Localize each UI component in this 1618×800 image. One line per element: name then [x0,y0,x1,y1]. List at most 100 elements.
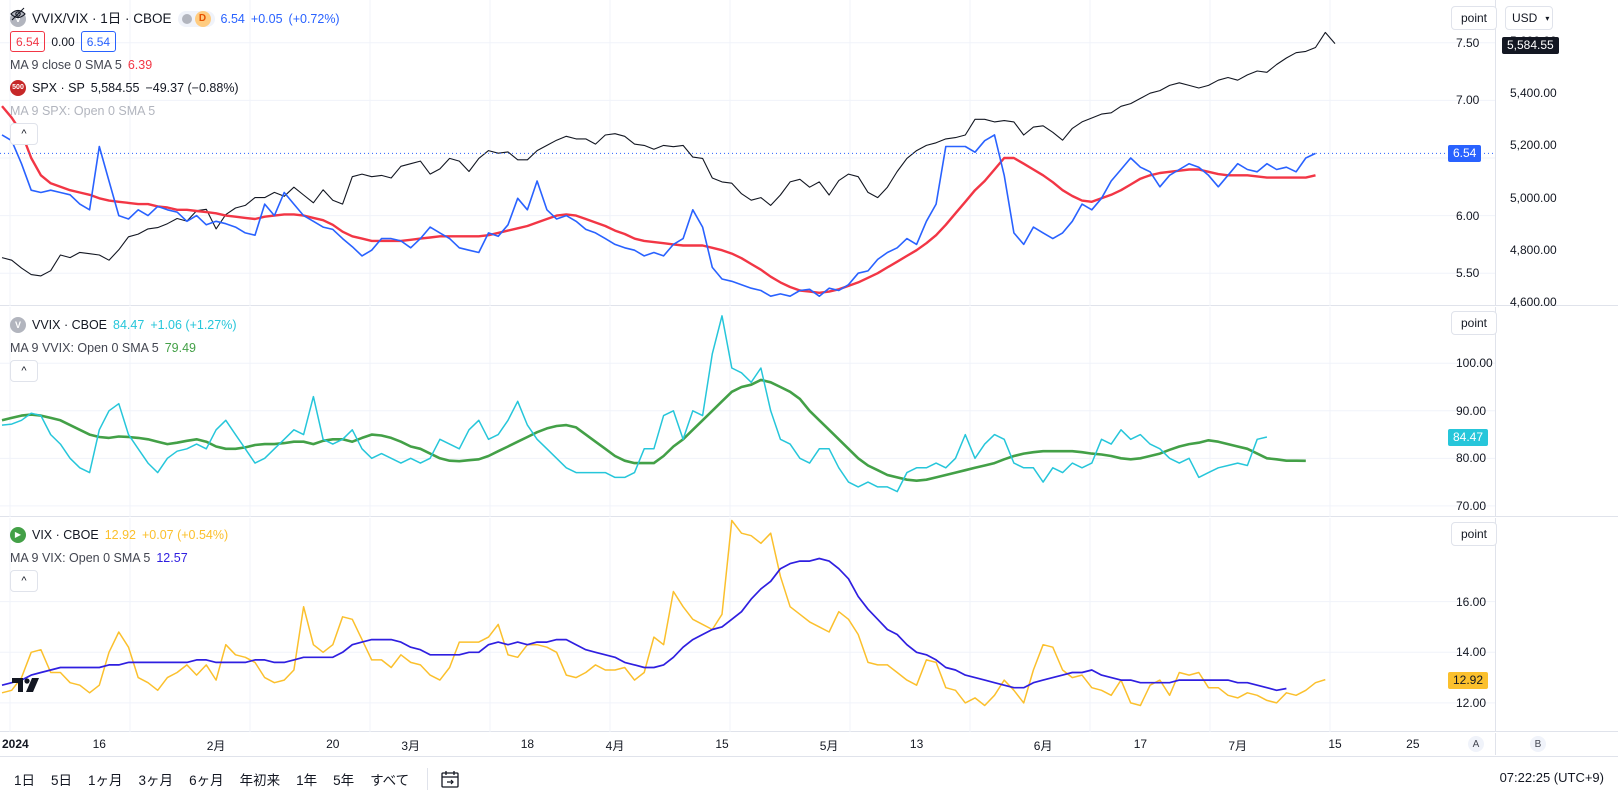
range-button[interactable]: 6ヶ月 [189,772,224,788]
point-button-pane2[interactable]: point [1451,311,1497,335]
scale-tick: 5.50 [1456,266,1480,281]
range-button[interactable]: 年初来 [239,772,281,788]
range-button[interactable]: 1年 [296,772,318,788]
pane-vix[interactable]: ▶ VIX · CBOE 12.92 +0.07 (+0.54%) MA 9 V… [0,518,1495,732]
scale-tick: 16.00 [1456,594,1487,609]
vix-label[interactable]: VIX · CBOE [32,527,99,542]
time-axis[interactable]: 2024 16 2月 20 3月 18 4月 15 5月 13 6月 17 7月 15 25 [0,733,1495,755]
interval-badge: D [194,10,211,27]
range-button[interactable]: 5年 [333,772,355,788]
scale-tick: 12.00 [1456,695,1487,710]
spx-value: 5,584.55 [90,80,140,95]
scale-tick: 80.00 [1456,451,1487,466]
scale-tick: 14.00 [1456,645,1487,660]
range-button[interactable]: 1日 [14,772,36,788]
pane-ratio[interactable]: V VVIX/VIX · 1日 · CBOE D 6.54 +0.05 (+0.… [0,0,1495,306]
scale-tick: 7.50 [1456,35,1480,50]
vvix-change: +1.06 (+1.27%) [150,317,237,332]
price-scale-pane2[interactable]: point 100.00 90.00 80.00 70.00 [1451,307,1618,517]
scale-tick-right: 5,200.00 [1510,138,1557,153]
ratio-last: 6.54 [220,11,245,26]
range-button[interactable]: 5日 [51,772,73,788]
vix-line[interactable] [1,519,1326,707]
ma-main-label[interactable]: MA 9 close 0 SMA 5 [10,57,122,72]
status-dot-icon [181,13,192,24]
spx-label[interactable]: SPX · SP [32,80,85,95]
price-scale-pane3[interactable]: point 16.00 14.00 12.00 [1451,518,1618,732]
time-tick-label: 4月 [605,739,625,753]
pane-vvix[interactable]: V VVIX · CBOE 84.47 +1.06 (+1.27%) MA 9 … [0,307,1495,517]
currency-button[interactable]: USD ▾ [1505,6,1553,30]
auto-scale-b-button[interactable]: B [1530,736,1546,752]
time-tick-label: 2月 [206,739,226,753]
symbol-icon: V [10,10,26,27]
range-button[interactable]: 1ヶ月 [88,772,123,788]
collapse-pane2-button[interactable]: ^ [10,359,38,382]
spx-change: −49.37 (−0.88%) [145,80,239,95]
scale-tick: 70.00 [1456,498,1487,513]
ma-vvix-value: 79.49 [164,340,196,355]
point-button-pane3[interactable]: point [1451,522,1497,546]
range-buttons: 1日 5日 1ヶ月 3ヶ月 6ヶ月 年初来 1年 5年 すべて [14,769,425,789]
ratio-change-pct: (+0.72%) [288,11,340,26]
time-tick-label: 2024 [2,737,29,751]
spx-line[interactable] [1,31,1336,277]
vvix-value: 84.47 [113,317,145,332]
vix-ma-line[interactable] [1,557,1287,692]
time-tick-label: 5月 [819,739,839,753]
auto-scale-a-button[interactable]: A [1468,736,1484,752]
vix-change: +0.07 (+0.54%) [141,527,229,542]
axis-corner: A B [1468,733,1618,755]
spx-price-label: 5,584.55 [1502,37,1559,55]
bid-box[interactable]: 6.54 [10,31,46,52]
ratio-line[interactable] [1,134,1316,298]
time-tick-label: 20 [326,737,340,751]
vvix-ma-line[interactable] [1,378,1306,482]
market-status-pill[interactable]: D [177,10,215,27]
time-tick-label: 17 [1133,737,1148,751]
time-tick-label: 18 [520,737,535,751]
time-tick-label: 13 [909,737,924,751]
toolbar-divider [427,767,429,790]
spx-icon: 500 [10,79,26,96]
currency-label: USD [1512,11,1538,25]
legend-vix: ▶ VIX · CBOE 12.92 +0.07 (+0.54%) MA 9 V… [10,523,228,592]
collapse-pane3-button[interactable]: ^ [10,569,38,592]
ma-vix-value: 12.57 [156,550,188,565]
chevron-down-icon: ▾ [1545,13,1550,23]
time-tick-label: 15 [715,737,729,751]
symbol-title[interactable]: VVIX/VIX · 1日 · CBOE [32,10,172,26]
clock-display[interactable]: 07:22:25 (UTC+9) [1499,770,1604,785]
vix-play-icon: ▶ [10,526,26,543]
ratio-change: +0.05 [250,11,283,26]
legend-main: V VVIX/VIX · 1日 · CBOE D 6.54 +0.05 (+0.… [10,7,340,145]
vix-value: 12.92 [104,527,136,542]
range-button[interactable]: 3ヶ月 [138,772,174,788]
scale-tick-right: 4,600.00 [1510,295,1557,309]
scale-tick-right: 5,400.00 [1510,86,1557,101]
calendar-goto-icon[interactable] [440,769,460,789]
time-tick-label: 6月 [1033,739,1053,753]
vix-chart-svg[interactable] [0,518,1495,732]
scale-tick: 100.00 [1456,356,1493,371]
vvix-line[interactable] [1,315,1268,493]
ma-spx-label[interactable]: MA 9 SPX: Open 0 SMA 5 [10,103,156,118]
scale-tick-right: 4,800.00 [1510,242,1557,257]
vvix-chart-svg[interactable] [0,307,1495,517]
collapse-pane1-button[interactable]: ^ [10,122,38,145]
ma-vix-label[interactable]: MA 9 VIX: Open 0 SMA 5 [10,550,151,565]
vvix-label[interactable]: VVIX · CBOE [32,317,108,332]
ask-box[interactable]: 6.54 [80,31,117,52]
scale-tick: 90.00 [1456,403,1487,418]
vvix-price-label: 84.47 [1448,429,1489,447]
scale-tick: 7.00 [1456,93,1480,108]
time-tick-label: 25 [1406,737,1420,751]
point-button-pane1[interactable]: point [1451,6,1497,30]
ratio-price-label: 6.54 [1448,145,1482,163]
range-button[interactable]: すべて [370,772,410,788]
time-tick-label: 3月 [401,739,420,753]
spread-value: 0.00 [51,34,75,49]
vvix-icon: V [10,316,26,333]
ma-vvix-label[interactable]: MA 9 VVIX: Open 0 SMA 5 [10,340,159,355]
ratio-ma-line[interactable] [1,105,1316,294]
